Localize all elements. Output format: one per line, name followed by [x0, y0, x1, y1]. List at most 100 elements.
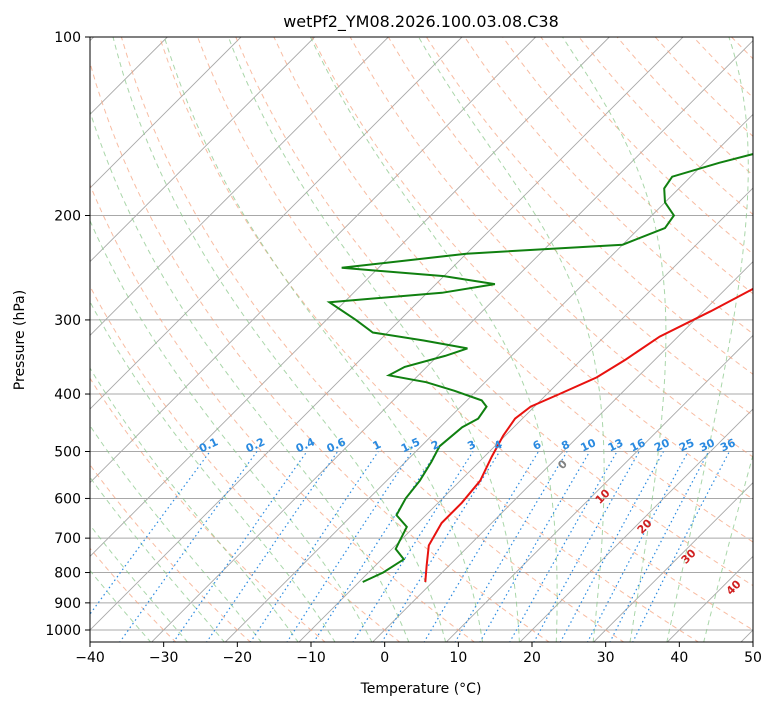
- x-tick-label: −20: [223, 650, 253, 666]
- y-tick-label: 500: [54, 444, 81, 460]
- isotherm-line: [90, 37, 242, 189]
- mixing-ratio-line: [423, 451, 540, 642]
- background-lines: [90, 37, 775, 643]
- dry-adiabat-line: [311, 37, 753, 500]
- dry-adiabat-line: [90, 464, 252, 642]
- y-axis-label: Pressure (hPa): [12, 290, 28, 390]
- isotherm-line: [519, 408, 753, 642]
- x-tick-label: 30: [597, 650, 615, 666]
- dry-adiabat-line: [349, 37, 753, 458]
- mixing-ratio-label: 0.1: [197, 435, 220, 455]
- isotherm-line: [740, 629, 753, 642]
- dry-adiabat-line: [770, 37, 775, 643]
- temperature-profile-line: [424, 287, 753, 583]
- isotherm-line: [90, 37, 536, 484]
- mixing-ratio-line: [206, 451, 339, 642]
- isotherm-line: [224, 113, 753, 642]
- isotherm-line: [90, 37, 684, 631]
- dry-adiabat-line: [387, 37, 753, 416]
- dry-adiabat-line: [692, 37, 753, 99]
- moist-adiabat-line: [227, 37, 520, 642]
- mixing-ratio-line: [632, 451, 730, 642]
- x-tick-label: 10: [449, 650, 467, 666]
- y-tick-label: 300: [54, 313, 81, 329]
- x-axis-label: Temperature (°C): [360, 681, 482, 697]
- y-tick-label: 1000: [45, 623, 81, 639]
- mixing-ratio-line: [509, 451, 618, 642]
- plot-frame: [89, 36, 754, 643]
- moist-adiabat-label: 20: [635, 516, 655, 536]
- dry-adiabat-line: [616, 37, 753, 177]
- x-tick-label: 50: [744, 650, 762, 666]
- x-tick-label: 0: [380, 650, 389, 666]
- dry-adiabat-line: [502, 37, 753, 295]
- mixing-ratio-label: 1.5: [399, 435, 422, 455]
- moist-adiabat-label: 30: [679, 546, 699, 566]
- isotherm-line: [445, 334, 753, 642]
- moist-adiabat-line: [90, 424, 262, 642]
- mixing-ratio-label: 0.6: [325, 435, 348, 455]
- mixing-ratio-label: 6: [531, 438, 544, 453]
- mixing-ratio-label: 25: [677, 436, 696, 454]
- isotherm-line: [151, 40, 753, 642]
- moist-adiabat-line: [562, 37, 667, 642]
- mixing-ratio-line: [313, 451, 438, 642]
- dry-adiabat-line: [120, 37, 625, 642]
- isotherm-line: [90, 37, 463, 410]
- moist-adiabat-line: [90, 109, 410, 642]
- mixing-ratio-label: 30: [697, 436, 717, 454]
- dry-adiabat-line: [235, 37, 753, 587]
- mixing-ratio-line: [352, 451, 474, 642]
- dry-adiabat-line: [197, 37, 753, 631]
- moist-adiabat-label: 40: [724, 577, 744, 597]
- mixing-ratio-label: 0.2: [244, 435, 267, 455]
- moist-adiabat-line: [163, 37, 484, 642]
- isotherm-line: [90, 37, 315, 263]
- x-tick-label: 20: [523, 650, 541, 666]
- y-tick-label: 400: [54, 387, 81, 403]
- mixing-ratio-label: 36: [718, 436, 738, 454]
- moist-adiabat-line: [90, 476, 225, 642]
- moist-adiabat-line: [418, 37, 605, 642]
- mixing-ratio-line: [559, 451, 665, 642]
- isotherm-line: [372, 261, 753, 642]
- mixing-ratio-line: [286, 451, 413, 642]
- mixing-ratio-line: [586, 451, 689, 642]
- moist-adiabat-line: [310, 37, 558, 642]
- moist-adiabat-line: [90, 367, 299, 642]
- x-tick-label: −10: [296, 650, 326, 666]
- x-tick-label: −40: [75, 650, 105, 666]
- dewpoint-profile-line: [326, 153, 753, 583]
- mixing-ratio-line: [249, 451, 379, 642]
- dry-adiabat-line: [90, 61, 550, 642]
- mixing-ratio-line: [454, 451, 568, 642]
- mixing-ratio-line: [119, 451, 258, 642]
- dry-adiabat-line: [464, 37, 753, 335]
- dry-adiabat-line: [90, 285, 401, 642]
- y-tick-label: 100: [54, 30, 81, 46]
- y-tick-label: 600: [54, 491, 81, 507]
- isotherm-line: [90, 37, 610, 557]
- dry-adiabat-line: [578, 37, 753, 216]
- isotherm-line: [90, 37, 389, 336]
- mixing-ratio-line: [172, 451, 308, 642]
- chart-title: wetPf2_YM08.2026.100.03.08.C38: [283, 12, 559, 32]
- dry-adiabat-line: [654, 37, 753, 138]
- moist-adiabat-line: [90, 219, 373, 642]
- line-labels: 0.10.20.40.611.52346810131620253036-100-…: [197, 435, 744, 597]
- dry-adiabat-line: [90, 377, 326, 642]
- dry-adiabat-line: [90, 183, 476, 642]
- mixing-ratio-label: 0.4: [294, 435, 317, 455]
- y-tick-label: 700: [54, 531, 81, 547]
- mixing-ratio-label: 10: [579, 436, 599, 454]
- isotherm-line: [593, 482, 753, 642]
- y-tick-label: 900: [54, 596, 81, 612]
- moist-adiabat-line: [112, 37, 447, 642]
- y-tick-label: 800: [54, 566, 81, 582]
- axis-ticks: −40 −30 −20 −10 0 10 20 30 40 50 1000 900 800 700 600 5…: [45, 30, 762, 666]
- y-tick-label: 200: [54, 209, 81, 225]
- mixing-ratio-label: 16: [628, 436, 648, 454]
- dry-adiabat-line: [90, 547, 177, 642]
- x-tick-label: −30: [149, 650, 179, 666]
